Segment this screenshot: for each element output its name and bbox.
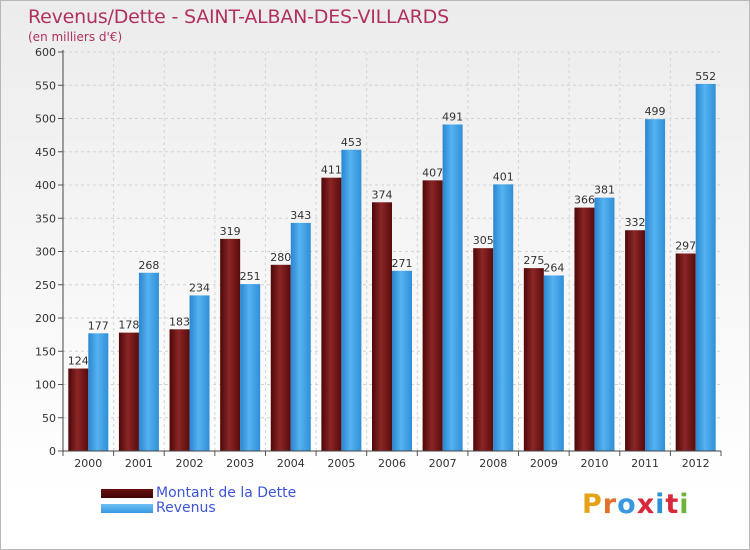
data-label-dette: 411 xyxy=(321,164,342,177)
bar-revenus xyxy=(645,119,666,451)
bar-dette xyxy=(523,268,544,451)
x-tick-label: 2008 xyxy=(479,457,507,470)
bar-revenus xyxy=(392,270,412,451)
data-label-dette: 374 xyxy=(372,188,393,201)
bar-revenus xyxy=(695,83,716,452)
bar-dette xyxy=(422,180,443,451)
y-tick-label: 100 xyxy=(35,379,56,392)
data-label-dette: 332 xyxy=(625,216,646,229)
y-tick-label: 300 xyxy=(35,246,56,259)
legend-swatch-dette xyxy=(101,489,153,498)
y-tick-label: 150 xyxy=(35,345,56,358)
data-label-dette: 305 xyxy=(473,234,494,247)
bar-revenus xyxy=(189,295,210,451)
bar-dette xyxy=(574,207,595,451)
logo-letter: i xyxy=(679,489,690,520)
data-label-revenus: 177 xyxy=(88,319,109,332)
legend-label-dette: Montant de la Dette xyxy=(156,485,297,501)
y-tick-label: 0 xyxy=(49,445,56,458)
bar-revenus xyxy=(594,197,615,451)
bar-dette xyxy=(169,329,190,451)
data-label-dette: 183 xyxy=(169,315,190,328)
x-tick-label: 2010 xyxy=(580,457,608,470)
legend-label-revenus: Revenus xyxy=(156,500,216,516)
logo-letter: i xyxy=(655,489,666,520)
data-label-dette: 275 xyxy=(523,254,544,267)
y-tick-label: 250 xyxy=(35,279,56,292)
bar-revenus xyxy=(88,333,109,451)
proxiti-logo: Proxiti xyxy=(582,489,690,520)
data-label-revenus: 401 xyxy=(493,170,514,183)
data-label-revenus: 552 xyxy=(695,70,716,83)
bar-dette xyxy=(473,248,494,451)
x-tick-label: 2011 xyxy=(631,457,659,470)
bar-dette xyxy=(372,202,392,451)
y-tick-label: 550 xyxy=(35,79,56,92)
bar-dette xyxy=(270,264,291,451)
logo-letter: o xyxy=(617,489,637,520)
x-tick-label: 2009 xyxy=(530,457,558,470)
x-tick-label: 2000 xyxy=(74,457,102,470)
bar-dette xyxy=(220,238,241,451)
bar-dette xyxy=(118,332,139,451)
data-label-revenus: 234 xyxy=(189,281,210,294)
logo-letter: P xyxy=(582,489,603,520)
data-label-dette: 280 xyxy=(270,251,291,264)
y-tick-label: 50 xyxy=(42,412,56,425)
x-tick-label: 2012 xyxy=(682,457,710,470)
bar-revenus xyxy=(493,184,514,451)
value-label-layer: 124 177 178 268 183 234 319 251 280 343 411 453 374 2… xyxy=(68,70,716,368)
x-tick-label: 2006 xyxy=(378,457,406,470)
x-tick-label: 2005 xyxy=(327,457,355,470)
chart-subtitle: (en milliers d'€) xyxy=(28,30,123,44)
data-label-revenus: 264 xyxy=(543,261,564,274)
data-label-dette: 178 xyxy=(118,319,139,332)
data-label-dette: 124 xyxy=(68,355,89,368)
data-label-dette: 297 xyxy=(675,239,696,252)
y-tick-label: 350 xyxy=(35,212,56,225)
bar-revenus xyxy=(442,124,463,452)
data-label-revenus: 268 xyxy=(138,259,159,272)
x-tick-label: 2007 xyxy=(429,457,457,470)
bar-revenus xyxy=(138,272,159,451)
bar-revenus xyxy=(543,275,564,451)
x-tick-label: 2001 xyxy=(125,457,153,470)
chart-title: Revenus/Dette - SAINT-ALBAN-DES-VILLARDS xyxy=(28,6,449,28)
bar-layer xyxy=(68,83,716,452)
y-tick-label: 500 xyxy=(35,113,56,126)
y-tick-label: 200 xyxy=(35,312,56,325)
x-tick-label: 2002 xyxy=(176,457,204,470)
data-label-revenus: 499 xyxy=(645,105,666,118)
logo-letter: r xyxy=(602,489,618,520)
data-label-revenus: 271 xyxy=(392,257,413,270)
data-label-dette: 319 xyxy=(220,225,241,238)
logo-letter: t xyxy=(665,489,680,520)
bar-dette xyxy=(625,230,646,451)
axis-layer: 0 50 100 150 200 250 300 350 400 450 500 550 600 2000… xyxy=(35,46,722,470)
y-tick-label: 600 xyxy=(35,46,56,59)
y-tick-label: 450 xyxy=(35,146,56,159)
logo-letter: x xyxy=(636,489,656,520)
data-label-dette: 366 xyxy=(574,194,595,207)
x-tick-label: 2003 xyxy=(226,457,254,470)
data-label-revenus: 491 xyxy=(442,110,463,123)
data-label-dette: 407 xyxy=(422,166,443,179)
data-label-revenus: 251 xyxy=(240,270,261,283)
x-tick-label: 2004 xyxy=(277,457,305,470)
legend-swatch-revenus xyxy=(101,504,153,513)
bar-revenus xyxy=(290,222,311,451)
y-tick-label: 400 xyxy=(35,179,56,192)
bar-dette xyxy=(675,253,696,451)
bar-revenus xyxy=(240,284,261,451)
data-label-revenus: 343 xyxy=(290,209,311,222)
bar-dette xyxy=(68,368,89,451)
bar-dette xyxy=(321,177,342,451)
data-label-revenus: 453 xyxy=(341,136,362,149)
bar-revenus xyxy=(341,149,362,451)
data-label-revenus: 381 xyxy=(594,184,615,197)
